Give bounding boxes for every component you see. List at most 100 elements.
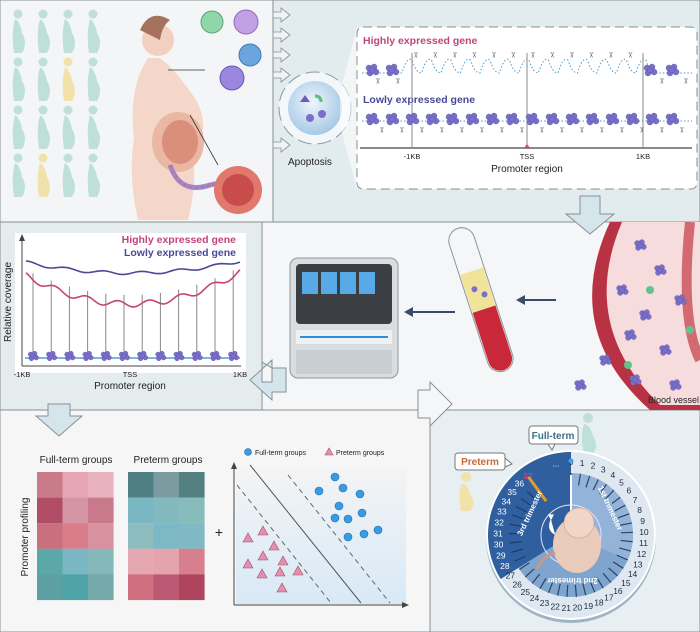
legend-low: Lowly expressed gene bbox=[124, 247, 236, 259]
week-tick bbox=[582, 583, 587, 596]
head bbox=[88, 57, 98, 67]
nucleosome-icon bbox=[173, 351, 185, 362]
fullterm-point bbox=[343, 532, 353, 542]
week-label: 27 bbox=[506, 571, 516, 581]
cov-x-label: Promoter region bbox=[94, 381, 166, 392]
head bbox=[88, 153, 98, 163]
heatmap-cell bbox=[37, 523, 63, 549]
week-tick bbox=[602, 572, 612, 583]
week-tick bbox=[617, 513, 630, 519]
nucleosome-icon bbox=[639, 309, 652, 321]
week-tick bbox=[614, 504, 626, 512]
week-tick bbox=[566, 584, 569, 597]
week-label: 12 bbox=[637, 549, 647, 559]
scissors-icon: ✂ bbox=[373, 78, 382, 85]
flow-arrow-down-right bbox=[564, 195, 616, 235]
cell-violet bbox=[219, 65, 245, 91]
scissors-icon: ✂ bbox=[528, 52, 537, 59]
week-tick bbox=[616, 554, 628, 561]
histone-blob bbox=[508, 115, 516, 123]
heatmap-fullterm-title: Full-term groups bbox=[40, 455, 113, 466]
blood-vessel-label: Blood vessel bbox=[648, 395, 699, 405]
scissors-icon: ✂ bbox=[489, 52, 498, 59]
nucleosome-icon bbox=[28, 351, 39, 362]
histone-blob bbox=[30, 353, 36, 359]
body bbox=[87, 163, 100, 197]
heatmap-cell bbox=[179, 574, 205, 601]
nucleosome-icon bbox=[100, 351, 112, 362]
scissors-icon: ✂ bbox=[417, 127, 426, 134]
week-tick bbox=[574, 584, 578, 597]
histone-blob bbox=[608, 115, 616, 123]
week-tick bbox=[620, 531, 633, 534]
body bbox=[12, 163, 25, 197]
week-label: 15 bbox=[621, 578, 631, 588]
small-arrow-icon bbox=[272, 7, 291, 23]
week-tick bbox=[589, 580, 596, 593]
nucleosome-icon bbox=[545, 112, 560, 126]
week-label: 17 bbox=[604, 592, 614, 602]
week-label: 3 bbox=[601, 465, 606, 475]
week-label: 13 bbox=[633, 559, 643, 569]
preterm-point bbox=[242, 532, 254, 543]
tick-tss: TSS bbox=[520, 152, 535, 161]
week-label: 24 bbox=[530, 593, 540, 603]
scissors-icon: ✂ bbox=[509, 52, 518, 59]
week-tick bbox=[608, 567, 619, 577]
pregnant-silhouette-icon bbox=[12, 153, 25, 197]
cell-free-dna-fragments bbox=[574, 239, 694, 391]
week-tick bbox=[605, 489, 615, 500]
histone-blob bbox=[648, 115, 656, 123]
body bbox=[12, 67, 25, 101]
scissors-icon: ✂ bbox=[497, 127, 506, 134]
week-tick bbox=[539, 578, 547, 589]
margin-line-lower bbox=[236, 484, 332, 604]
week-label: 22 bbox=[550, 601, 560, 611]
nucleosome-icon bbox=[425, 112, 440, 126]
scissors-icon: ✂ bbox=[617, 127, 626, 134]
nucleosome-icon bbox=[574, 379, 587, 391]
heatmap-cell bbox=[179, 497, 205, 524]
histone-blob bbox=[488, 115, 496, 123]
high-gene-coverage-line bbox=[25, 269, 241, 308]
histone-blob bbox=[657, 267, 663, 273]
preterm-point bbox=[257, 550, 269, 561]
heatmap-cell bbox=[179, 523, 205, 549]
pregnant-silhouette-icon bbox=[37, 9, 50, 53]
head bbox=[38, 57, 48, 67]
body bbox=[37, 163, 50, 197]
fullterm-point bbox=[330, 472, 340, 482]
head bbox=[38, 9, 48, 19]
body bbox=[62, 19, 75, 53]
nucleosome-icon bbox=[565, 112, 580, 126]
fetus-illustration bbox=[535, 507, 601, 573]
nucleosome-icon bbox=[118, 351, 130, 362]
body bbox=[37, 19, 50, 53]
scatter-y-arrow bbox=[231, 462, 237, 469]
head bbox=[13, 153, 23, 163]
week-tick bbox=[511, 548, 524, 553]
body bbox=[62, 163, 75, 197]
fullterm-point bbox=[330, 513, 340, 523]
pregnant-silhouette-icon bbox=[62, 9, 75, 53]
pregnant-silhouette-icon bbox=[37, 105, 50, 149]
fullterm-point bbox=[338, 483, 348, 493]
nucleosome-icon bbox=[365, 112, 380, 126]
head bbox=[63, 57, 73, 67]
fullterm-point bbox=[314, 486, 324, 496]
week-tick bbox=[515, 505, 527, 513]
input-arrows bbox=[272, 7, 291, 153]
week-label: 7 bbox=[633, 495, 638, 505]
sequencer-machine bbox=[289, 257, 399, 379]
histone-blob bbox=[668, 115, 676, 123]
scissors-icon: ✂ bbox=[657, 127, 666, 134]
week-label: 36 bbox=[515, 478, 525, 488]
week-label: 35 bbox=[507, 487, 517, 497]
heatmap-fullterm bbox=[37, 472, 114, 601]
nucleosome-icon bbox=[645, 112, 660, 126]
histone-blob bbox=[637, 242, 643, 248]
histone-blob bbox=[368, 115, 376, 123]
fullterm-point bbox=[334, 501, 344, 511]
week-zero-dot bbox=[568, 458, 574, 464]
small-arrow-icon bbox=[272, 67, 291, 83]
